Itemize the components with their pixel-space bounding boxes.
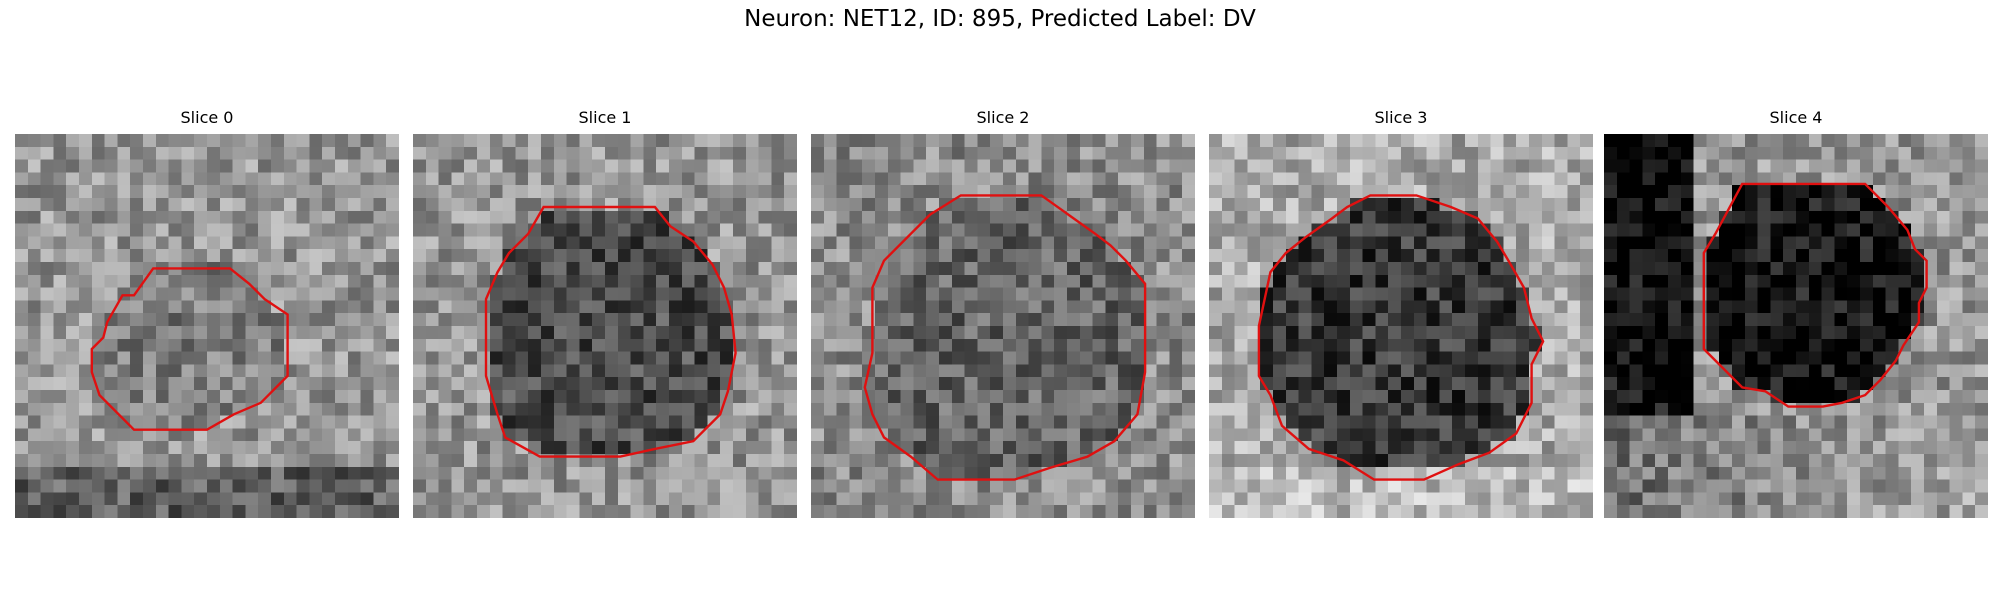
slice-title: Slice 0 bbox=[180, 108, 234, 127]
roi-contour-overlay bbox=[863, 194, 1147, 481]
figure-title: Neuron: NET12, ID: 895, Predicted Label:… bbox=[744, 6, 1256, 32]
slice-image bbox=[1604, 134, 1988, 518]
roi-contour-overlay bbox=[484, 205, 737, 458]
slice-panel-3: Slice 3 bbox=[1209, 108, 1593, 518]
roi-contour-overlay bbox=[1702, 182, 1928, 408]
slice-panel-4: Slice 4 bbox=[1604, 108, 1988, 518]
roi-contour bbox=[863, 194, 1147, 481]
roi-contour bbox=[90, 267, 289, 431]
slice-panel-0: Slice 0 bbox=[15, 108, 399, 518]
roi-contour bbox=[1702, 182, 1928, 408]
slice-title: Slice 3 bbox=[1374, 108, 1428, 127]
slice-image bbox=[15, 134, 399, 518]
slice-image bbox=[1209, 134, 1593, 518]
roi-contour bbox=[484, 205, 737, 458]
roi-contour-overlay bbox=[90, 267, 289, 431]
slice-title: Slice 2 bbox=[976, 108, 1030, 127]
slice-panel-2: Slice 2 bbox=[811, 108, 1195, 518]
slice-panel-1: Slice 1 bbox=[413, 108, 797, 518]
slice-image bbox=[811, 134, 1195, 518]
roi-contour bbox=[1257, 194, 1545, 481]
slice-title: Slice 4 bbox=[1769, 108, 1823, 127]
slice-title: Slice 1 bbox=[578, 108, 632, 127]
roi-contour-overlay bbox=[1257, 194, 1545, 481]
